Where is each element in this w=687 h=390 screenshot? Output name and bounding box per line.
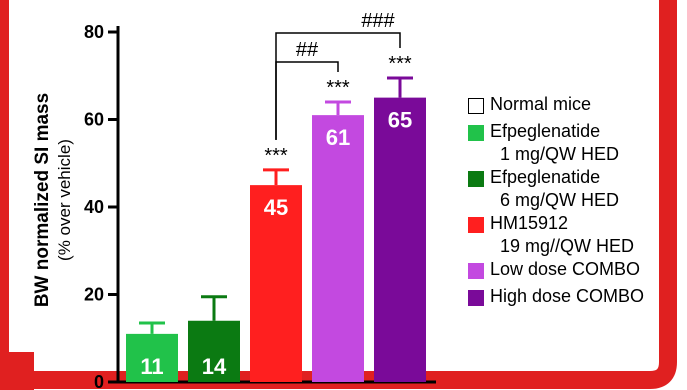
bar-1 [126,333,178,382]
bar-value-label-1: 11 [140,354,163,379]
legend-sublabel-3: 19 mg//QW HED [500,236,635,256]
comparison-label-1: ### [361,10,395,32]
significance-label-5: *** [388,53,412,75]
legend-label-1: Efpeglenatide [490,121,601,141]
legend-label-2: Efpeglenatide [490,167,601,187]
comparison-label-0: ## [296,39,319,61]
legend-swatch-0 [468,98,484,114]
legend-label-5: High dose COMBO [490,286,645,306]
bar-chart: 0 20 40 60 80 BW normalized SI mass (% over ve… [32,10,436,390]
y-tick-label-80: 80 [84,22,104,42]
y-tick-label-40: 40 [84,197,104,217]
legend-label-3: HM15912 [490,213,569,233]
bar-value-label-2: 14 [202,354,227,379]
y-tick-label-60: 60 [84,110,104,130]
y-axis-title: BW normalized SI mass [32,93,53,307]
bar-value-label-4: 61 [326,125,350,150]
red-corner-block [0,352,34,390]
legend-swatch-5 [468,290,484,306]
comparison-bracket-1 [275,32,401,140]
y-axis-subtitle: (% over vehicle) [55,139,74,261]
bar-2 [188,320,240,382]
legend-swatch-4 [468,263,484,279]
legend-sublabel-1: 1 mg/QW HED [500,144,620,164]
legend-sublabel-2: 6 mg/QW HED [500,190,620,210]
bar-value-label-5: 65 [388,108,412,133]
legend-swatch-1 [468,125,484,141]
legend-swatch-3 [468,217,484,233]
significance-label-3: *** [264,145,288,167]
legend-swatch-2 [468,171,484,187]
y-tick-label-20: 20 [84,285,104,305]
legend-label-0: Normal mice [490,94,592,114]
bar-4 [312,115,364,382]
y-tick-label-0: 0 [94,372,104,390]
significance-label-4: *** [326,77,350,99]
bar-value-label-3: 45 [264,195,288,220]
bar-5 [374,97,426,382]
bar-3 [250,185,302,382]
legend-label-4: Low dose COMBO [490,259,641,279]
